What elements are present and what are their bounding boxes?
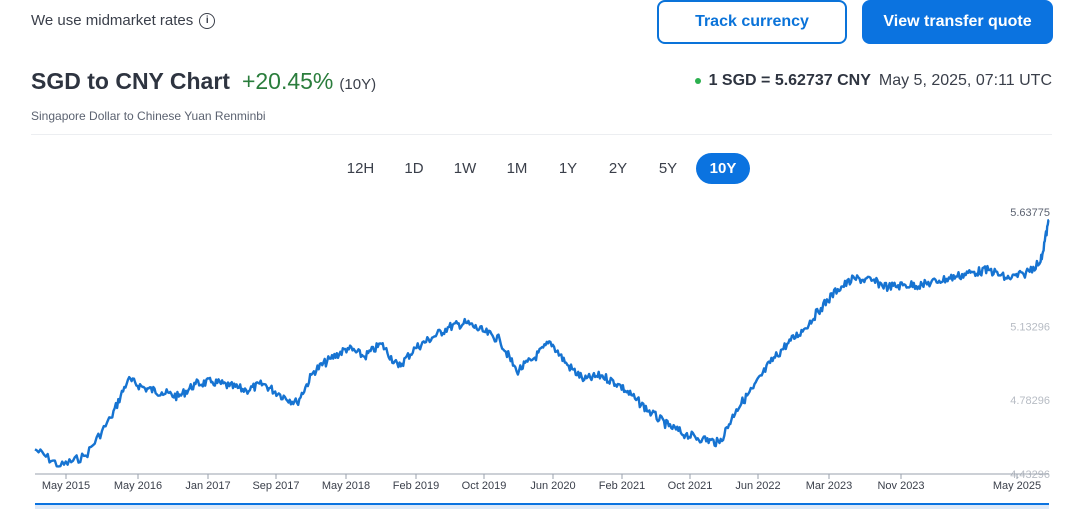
x-tick-label: Sep 2017	[252, 480, 299, 492]
rate-value: 1 SGD = 5.62737 CNY	[708, 72, 871, 89]
y-tick-label: 4.78296	[1010, 395, 1050, 407]
live-status-dot	[694, 78, 701, 84]
track-currency-button[interactable]: Track currency	[657, 0, 847, 44]
rate-timestamp: May 5, 2025, 07:11 UTC	[878, 72, 1052, 89]
x-tick-label: Nov 2023	[877, 480, 924, 492]
x-tick-label: Oct 2019	[462, 480, 507, 492]
y-axis-labels: 5.63775 5.13296 4.78296 4.43296	[1010, 207, 1050, 481]
tab-10y[interactable]: 10Y	[696, 153, 750, 184]
percent-change: +20.45%	[241, 68, 334, 94]
tab-12h[interactable]: 12H	[346, 160, 375, 177]
page-subtitle: Singapore Dollar to Chinese Yuan Renminb…	[31, 109, 266, 123]
y-tick-label: 5.63775	[1010, 207, 1050, 219]
x-tick-label: Feb 2021	[599, 480, 645, 492]
chart-title-row: SGD to CNY Chart +20.45% (10Y)	[31, 68, 376, 95]
x-tick-label: Feb 2019	[393, 480, 439, 492]
tab-1d[interactable]: 1D	[404, 160, 424, 177]
x-tick-label: May 2025	[993, 480, 1041, 492]
x-tick-label: Jun 2020	[530, 480, 575, 492]
x-tick-label: Oct 2021	[668, 480, 713, 492]
tab-2y[interactable]: 2Y	[608, 160, 628, 177]
tab-1m[interactable]: 1M	[506, 160, 528, 177]
x-tick-label: May 2015	[42, 480, 90, 492]
x-tick-label: Jun 2022	[735, 480, 780, 492]
tab-1w[interactable]: 1W	[453, 160, 477, 177]
x-tick-label: Mar 2023	[806, 480, 852, 492]
tab-5y[interactable]: 5Y	[658, 160, 678, 177]
header-divider	[31, 134, 1052, 135]
tab-1y[interactable]: 1Y	[558, 160, 578, 177]
y-tick-label: 4.43296	[1010, 469, 1050, 481]
view-transfer-quote-button[interactable]: View transfer quote	[862, 0, 1053, 44]
midmarket-rates-text: We use midmarket rates	[31, 12, 194, 29]
x-tick-label: May 2016	[114, 480, 162, 492]
midmarket-rates-note: We use midmarket rates i	[31, 12, 216, 29]
x-tick-label: May 2018	[322, 480, 370, 492]
current-rate: 1 SGD = 5.62737 CNY May 5, 2025, 07:11 U…	[694, 72, 1052, 90]
rate-series-line	[34, 218, 1050, 468]
x-tick-label: Jan 2017	[185, 480, 230, 492]
x-axis-ticks: May 2015 May 2016 Jan 2017 Sep 2017 May 2018…	[42, 474, 1041, 492]
info-icon[interactable]: i	[199, 12, 216, 29]
page-title: SGD to CNY Chart	[31, 68, 230, 94]
change-period: (10Y)	[339, 76, 377, 93]
y-tick-label: 5.13296	[1010, 321, 1050, 333]
range-navigator[interactable]	[35, 503, 1049, 509]
